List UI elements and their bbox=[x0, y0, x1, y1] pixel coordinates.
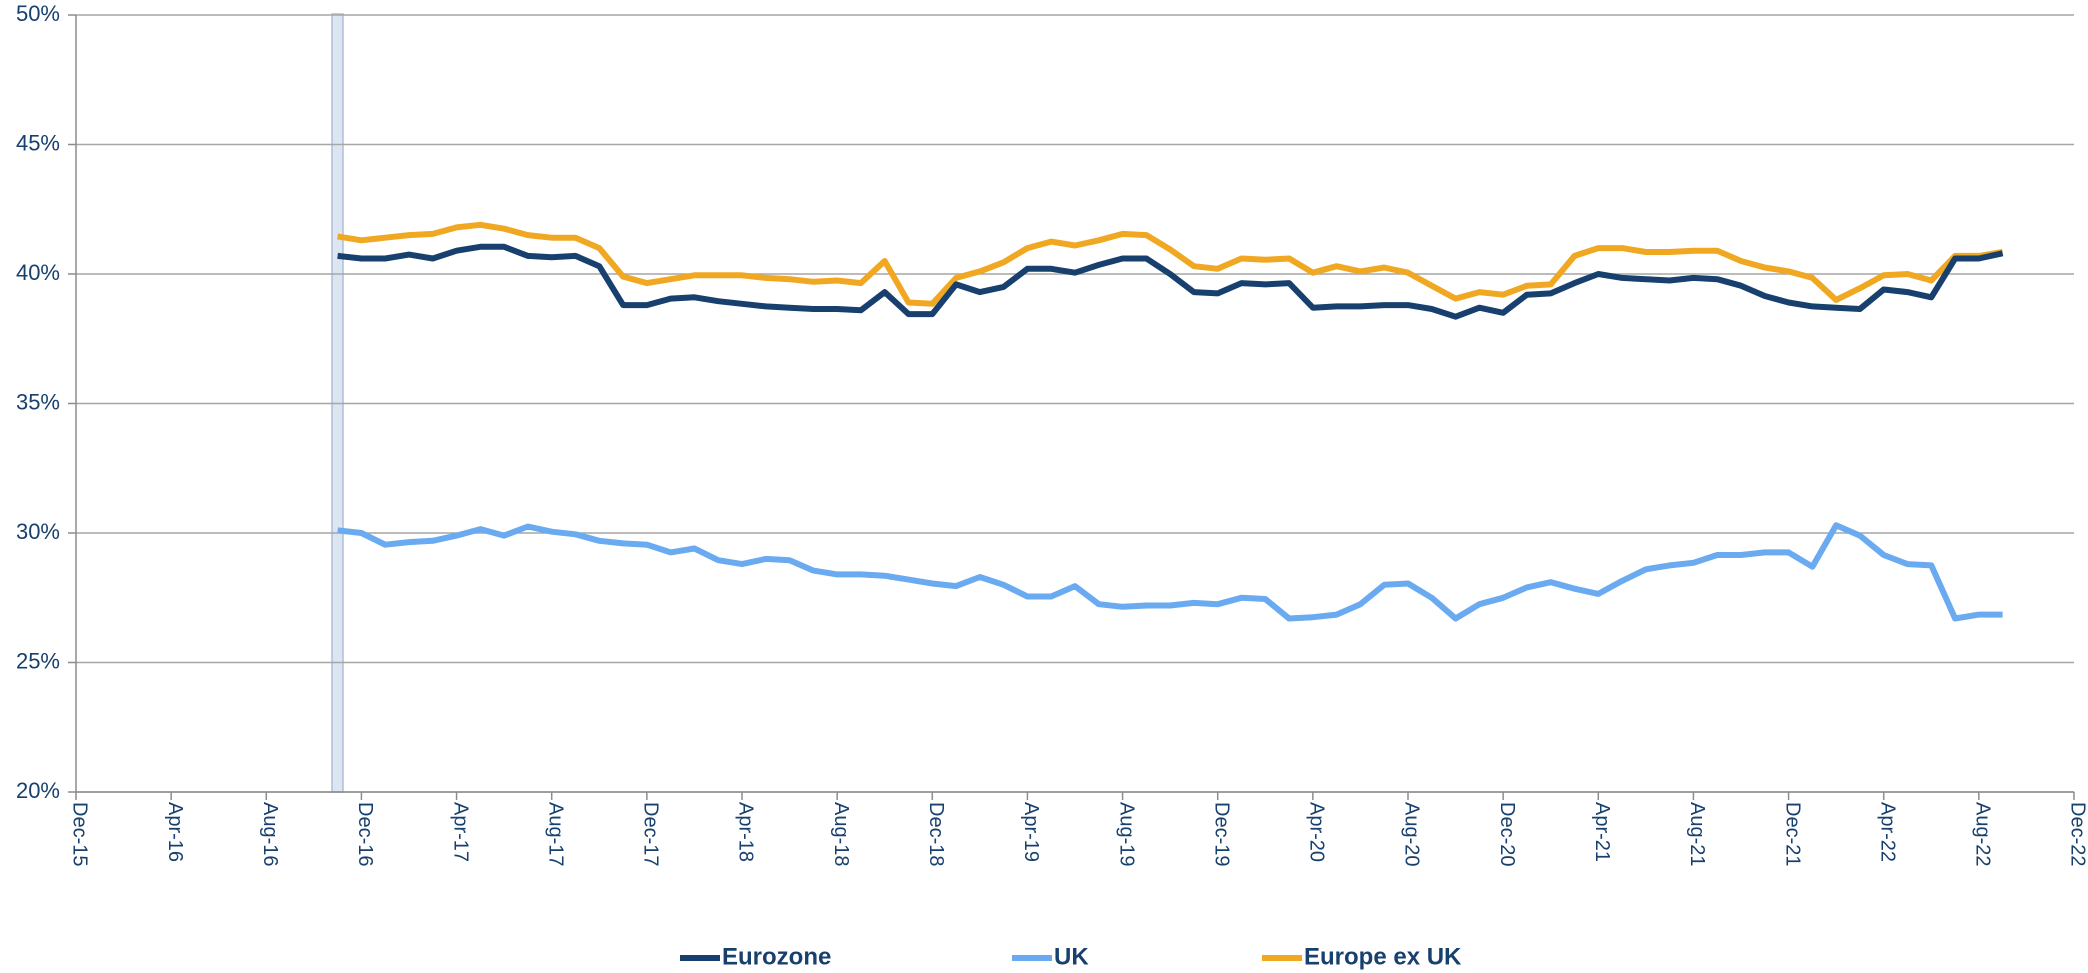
legend-label: Eurozone bbox=[722, 943, 831, 970]
x-tick-label: Aug-20 bbox=[1401, 802, 1423, 867]
x-tick-label: Apr-22 bbox=[1876, 802, 1898, 862]
x-tick-label: Dec-21 bbox=[1781, 802, 1803, 866]
y-tick-label: 45% bbox=[16, 130, 60, 155]
x-tick-label: Apr-20 bbox=[1306, 802, 1328, 862]
x-tick-label: Aug-19 bbox=[1115, 802, 1137, 867]
x-tick-label: Dec-20 bbox=[1496, 802, 1518, 866]
x-tick-label: Apr-16 bbox=[164, 802, 186, 862]
series-line bbox=[337, 221, 2004, 307]
series-line bbox=[337, 243, 2004, 320]
x-tick-label: Aug-16 bbox=[259, 802, 281, 867]
y-tick-label: 50% bbox=[16, 1, 60, 26]
y-tick-label: 40% bbox=[16, 260, 60, 285]
legend-label: Europe ex UK bbox=[1304, 943, 1462, 970]
x-tick-label: Aug-22 bbox=[1972, 802, 1994, 867]
x-tick-label: Dec-16 bbox=[354, 802, 376, 866]
y-tick-label: 20% bbox=[16, 778, 60, 803]
x-tick-label: Dec-15 bbox=[69, 802, 91, 866]
x-tick-label: Dec-17 bbox=[640, 802, 662, 866]
series-line bbox=[337, 522, 2003, 622]
x-tick-label: Aug-18 bbox=[830, 802, 852, 867]
y-tick-label: 25% bbox=[16, 648, 60, 673]
x-tick-label: Apr-17 bbox=[449, 802, 471, 862]
y-tick-label: 30% bbox=[16, 519, 60, 544]
x-tick-label: Apr-19 bbox=[1020, 802, 1042, 862]
x-tick-label: Dec-18 bbox=[925, 802, 947, 866]
x-tick-label: Apr-18 bbox=[735, 802, 757, 862]
x-tick-label: Apr-21 bbox=[1591, 802, 1613, 862]
x-tick-label: Dec-19 bbox=[1210, 802, 1232, 866]
x-tick-label: Aug-21 bbox=[1686, 802, 1708, 867]
x-tick-label: Aug-17 bbox=[544, 802, 566, 867]
legend-label: UK bbox=[1054, 943, 1089, 970]
x-tick-label: Dec-22 bbox=[2067, 802, 2088, 866]
y-tick-label: 35% bbox=[16, 389, 60, 414]
